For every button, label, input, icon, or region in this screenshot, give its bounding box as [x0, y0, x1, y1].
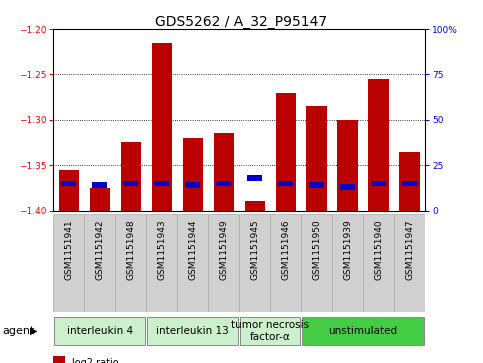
Bar — [183, 138, 203, 211]
Text: GSM1151940: GSM1151940 — [374, 219, 383, 280]
Bar — [369, 79, 389, 211]
Bar — [363, 214, 394, 312]
Bar — [240, 317, 300, 346]
Bar — [177, 214, 208, 312]
Bar — [84, 214, 115, 312]
Bar — [185, 182, 200, 188]
Bar — [147, 317, 239, 346]
Bar — [239, 214, 270, 312]
Bar — [275, 93, 296, 211]
Bar — [309, 182, 324, 188]
Text: log2 ratio: log2 ratio — [72, 358, 118, 363]
Bar — [332, 214, 363, 312]
Text: GSM1151947: GSM1151947 — [405, 219, 414, 280]
Text: tumor necrosis
factor-α: tumor necrosis factor-α — [231, 321, 309, 342]
Text: interleukin 4: interleukin 4 — [67, 326, 133, 336]
Bar — [399, 152, 420, 211]
Bar — [54, 317, 145, 346]
Bar — [61, 180, 76, 186]
Text: GSM1151949: GSM1151949 — [219, 219, 228, 280]
Text: GSM1151942: GSM1151942 — [95, 219, 104, 280]
Bar — [340, 184, 355, 189]
Text: agent: agent — [2, 326, 35, 336]
Bar — [115, 214, 146, 312]
Text: GSM1151945: GSM1151945 — [250, 219, 259, 280]
Bar — [53, 214, 84, 312]
Bar — [216, 180, 231, 186]
Text: GDS5262 / A_32_P95147: GDS5262 / A_32_P95147 — [156, 15, 327, 29]
Bar — [402, 180, 417, 186]
Text: unstimulated: unstimulated — [328, 326, 398, 336]
Bar — [58, 170, 79, 211]
Text: GSM1151946: GSM1151946 — [281, 219, 290, 280]
Bar — [301, 214, 332, 312]
Text: GSM1151939: GSM1151939 — [343, 219, 352, 280]
Bar — [247, 175, 262, 180]
Text: interleukin 13: interleukin 13 — [156, 326, 229, 336]
Text: GSM1151948: GSM1151948 — [126, 219, 135, 280]
Bar — [371, 180, 386, 186]
Bar — [146, 214, 177, 312]
Bar — [244, 201, 265, 211]
Bar — [123, 180, 138, 186]
Bar — [302, 317, 425, 346]
Text: GSM1151944: GSM1151944 — [188, 219, 197, 280]
Bar — [152, 43, 171, 211]
Text: GSM1151941: GSM1151941 — [64, 219, 73, 280]
Bar — [154, 180, 170, 186]
Bar — [213, 133, 234, 211]
Bar — [270, 214, 301, 312]
Bar — [394, 214, 425, 312]
Text: GSM1151950: GSM1151950 — [312, 219, 321, 280]
Bar — [121, 143, 141, 211]
Bar — [278, 180, 293, 186]
Bar — [338, 120, 357, 211]
Bar — [92, 182, 107, 188]
Text: ▶: ▶ — [30, 326, 38, 336]
Bar — [53, 356, 65, 363]
Bar — [89, 188, 110, 211]
Bar — [307, 106, 327, 211]
Text: GSM1151943: GSM1151943 — [157, 219, 166, 280]
Bar — [208, 214, 239, 312]
